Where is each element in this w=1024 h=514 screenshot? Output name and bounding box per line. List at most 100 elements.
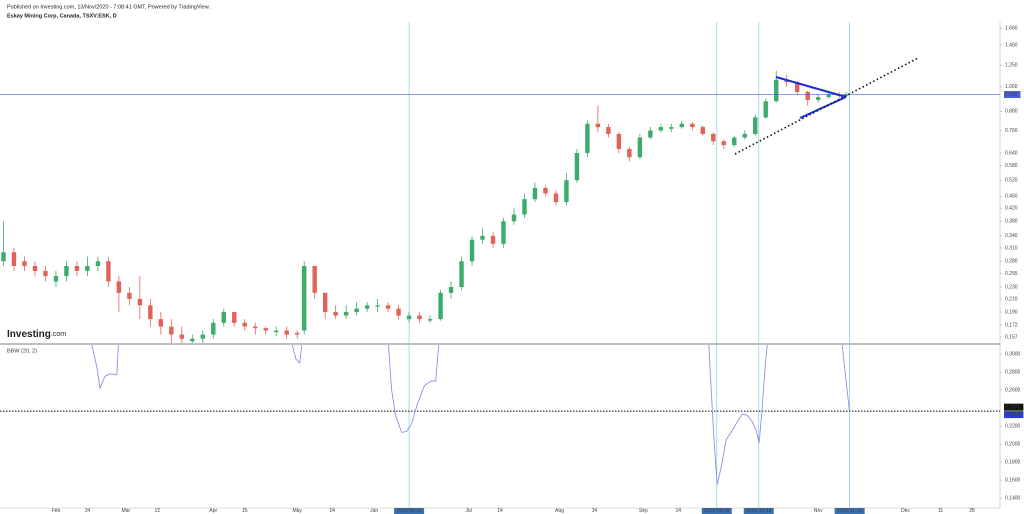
candle-body (406, 315, 412, 320)
x-tick-label: 14 (676, 508, 682, 514)
y-tick-label: 0.2800 (1005, 369, 1021, 375)
candle-body (95, 261, 101, 267)
y-tick-label: 0.2000 (1005, 441, 1021, 447)
marker-label-box (1004, 403, 1024, 411)
candle-body (826, 94, 831, 98)
candle-body (221, 312, 226, 323)
candle-body (795, 82, 800, 92)
x-tick-label-box (834, 508, 865, 514)
y-tick-label: 1.660 (1005, 25, 1018, 31)
y-tick-label: 0.172 (1005, 322, 1018, 328)
y-tick-label: 1.250 (1005, 63, 1018, 69)
x-tick-label: Aug (555, 508, 564, 514)
candle-body (396, 308, 401, 316)
candle-body (711, 133, 716, 142)
candle-body (1, 252, 6, 262)
candle-body (116, 281, 122, 293)
x-tick-label-highlight: 2020-11-12 (837, 508, 862, 514)
y-tick-label: 0.280 (1005, 259, 1018, 265)
y-tick-label: 1.060 (1005, 84, 1018, 90)
candle-body (106, 261, 111, 282)
trend-line (734, 57, 919, 155)
x-tick-label-box (701, 508, 732, 514)
y-tick-label: 0.230 (1005, 284, 1018, 290)
candle-body (616, 133, 622, 149)
x-tick-label-highlight: 2020-10-13 (746, 508, 772, 514)
candle-body (322, 292, 328, 313)
y-tick-label: 1.460 (1005, 42, 1018, 48)
y-tick-label: 0.190 (1005, 309, 1018, 315)
candle-body (763, 101, 768, 118)
candle-body (742, 133, 747, 138)
candle-body (753, 117, 758, 134)
x-tick-label: 14 (329, 508, 335, 514)
x-tick-label: Nov (814, 508, 823, 514)
y-tick-label: 0.760 (1005, 128, 1018, 134)
candle-body (179, 334, 185, 339)
candle-body (253, 326, 258, 329)
y-tick-label: 0.255 (1005, 271, 1018, 277)
candle-body (637, 137, 643, 158)
candle-body (148, 305, 153, 320)
y-tick-label: 0.880 (1005, 109, 1018, 115)
x-tick-label: 14 (85, 508, 91, 514)
candle-body (11, 252, 17, 267)
candle-body (438, 292, 443, 320)
candle-body (232, 312, 237, 323)
candle-body (648, 130, 653, 138)
candle-body (774, 79, 779, 102)
candle-body (343, 312, 349, 316)
y-tick-label: 0.640 (1005, 150, 1018, 156)
y-tick-label: 0.520 (1005, 178, 1018, 184)
x-tick-label-highlight: 2020-09-28 (704, 508, 730, 514)
candle-body (333, 312, 338, 316)
y-tick-label: 0.210 (1005, 296, 1018, 302)
x-tick-label-box (394, 508, 425, 514)
candle-body (43, 270, 48, 277)
candle-body (53, 276, 59, 282)
y-tick-label: 0.1800 (1005, 459, 1021, 465)
candle-body (658, 127, 664, 131)
y-tick-label: 0.157 (1005, 334, 1018, 340)
candle-body (501, 221, 506, 244)
x-tick-label: Apr (209, 508, 217, 514)
candle-body (595, 123, 601, 128)
candle-body (274, 330, 279, 333)
marker-label: 0.2366 (1005, 412, 1021, 418)
candle-body (532, 187, 538, 200)
x-tick-label: 11 (938, 508, 943, 514)
candle-body (127, 292, 132, 299)
candle-body (200, 334, 205, 339)
candle-body (417, 315, 422, 320)
candle-body (284, 330, 289, 335)
candle-body (448, 287, 454, 293)
y-tick-label: 0.340 (1005, 233, 1018, 239)
x-tick-label: Sep (639, 508, 648, 514)
candle-body (553, 193, 559, 203)
candle-body (295, 332, 300, 335)
candle-body (627, 148, 632, 158)
candle-body (137, 298, 143, 306)
candle-body (721, 141, 726, 146)
candle-body (364, 305, 370, 309)
y-tick-label: 0.580 (1005, 163, 1018, 169)
x-tick-label: Jun (370, 508, 378, 514)
candle-body (480, 235, 485, 240)
candle-body (85, 266, 90, 271)
candle-body (169, 326, 174, 335)
x-tick-label: Feb (52, 508, 61, 514)
candle-body (22, 261, 27, 267)
y-tick-label: 0.1600 (1005, 477, 1021, 483)
x-tick-label: 28 (969, 508, 975, 514)
candle-body (606, 127, 611, 134)
published-note: Published on Investing.com, 13/Nov/2020 … (7, 4, 210, 10)
candle-body (669, 127, 674, 129)
indicator-title: BBW (20, 2) (7, 348, 37, 354)
candle-body (679, 123, 685, 128)
x-tick-label: Dec (901, 508, 910, 514)
candle-body (312, 266, 317, 293)
candle-body (74, 266, 80, 271)
triangle-upper (775, 76, 847, 98)
price-pane: 1.660 1.460 1.250 1.060 0.880 0.760 0.640 0.580… (0, 22, 1021, 508)
